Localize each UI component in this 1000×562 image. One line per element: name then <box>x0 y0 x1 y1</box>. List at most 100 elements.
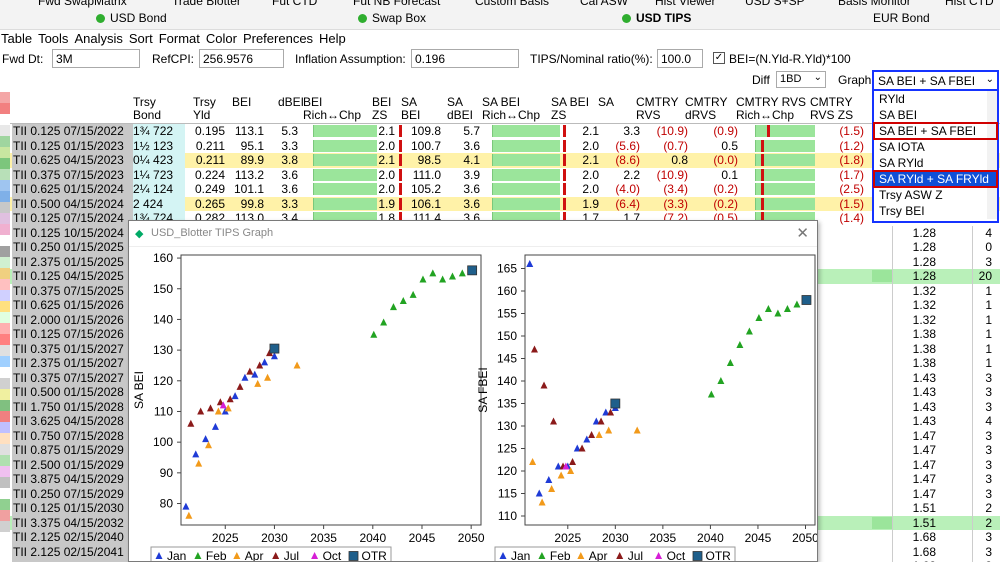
sa-fbei-chart: 2025 2030 2035 2040 2045 2050 110 115 120 125 130 1… <box>476 254 819 562</box>
column-header[interactable]: Trsy Yld <box>193 96 216 122</box>
sa-bei-cell: 100.7 <box>410 138 441 153</box>
r1-cell: 1.47 <box>892 428 936 443</box>
table-row[interactable]: TII 0.625 01/15/2024 2¼ 124 0.249 101.1 3.6 2… <box>10 182 1000 197</box>
graph-option[interactable]: SA IOTA <box>879 140 925 154</box>
r2-cell: 2 <box>972 515 992 530</box>
table-row[interactable]: TII 0.500 04/15/2024 2 424 0.265 99.8 3.3 1.9… <box>10 196 1000 211</box>
tab-2[interactable]: Fut CTD <box>272 0 318 8</box>
tab-7[interactable]: USD S+SP <box>745 0 805 8</box>
column-header[interactable]: CMTRY RVS ZS <box>810 96 853 122</box>
menu-table[interactable]: Table <box>1 31 33 46</box>
column-header[interactable]: BEI Rich↔Chp <box>303 96 361 122</box>
row-color-swatch <box>0 510 10 521</box>
bond-name-cell <box>12 559 140 562</box>
column-header[interactable]: CMTRY dRVS <box>685 96 727 122</box>
table-row[interactable]: TII 0.375 07/15/2023 1¼ 723 0.224 113.2 3.6 2… <box>10 167 1000 182</box>
tab-label: Swap Box <box>372 11 427 25</box>
tab-9[interactable]: Hist CTD <box>945 0 994 8</box>
column-header[interactable]: SA <box>598 96 614 109</box>
data-point-jul <box>540 381 548 389</box>
column-header-line1: BEI <box>232 95 252 109</box>
cm-zs-cell: (1.5) <box>839 124 864 138</box>
graph-option[interactable]: SA BEI + SA FBEI <box>873 122 998 140</box>
column-header-line1: dBEI <box>278 95 305 109</box>
r2-cell: 3 <box>972 385 992 400</box>
dropdown-scrollbar[interactable] <box>987 91 997 219</box>
column-header[interactable]: dBEI <box>278 96 304 109</box>
menu-sort[interactable]: Sort <box>128 31 153 46</box>
data-point-feb <box>458 269 466 277</box>
table-row[interactable]: TII 0.625 04/15/2023 0¼ 423 0.211 89.9 3.8 2.… <box>10 153 1000 168</box>
column-header[interactable]: SA BEI ZS <box>551 96 589 122</box>
bei-rich-cheap-marker <box>399 197 402 210</box>
close-icon[interactable]: ✕ <box>796 225 809 242</box>
tab-row2-2[interactable]: USD TIPS <box>622 11 691 25</box>
bei-rich-cheap-bar <box>313 154 377 166</box>
cm-zs-cell: (1.8) <box>839 153 864 167</box>
bond-name-cell: TII 2.375 01/15/2025 <box>12 254 140 269</box>
graph-option[interactable]: SA RYld + SA FRYld <box>873 170 998 188</box>
rvs-bar <box>872 546 892 558</box>
column-header[interactable]: Trsy Bond <box>133 96 161 122</box>
graph-window-titlebar[interactable]: ◆ USD_Blotter TIPS Graph ✕ <box>129 221 817 247</box>
data-point-apr <box>185 511 193 519</box>
sa-bei-zs-cell: 2.0 <box>582 167 599 182</box>
tab-row2-0[interactable]: USD Bond <box>96 11 167 25</box>
fwd-dt-input[interactable]: 3M <box>52 49 140 68</box>
bond-name-cell: TII 0.250 07/15/2029 <box>12 486 140 501</box>
y-tick-label: 80 <box>160 497 174 511</box>
menu-tools[interactable]: Tools <box>38 31 69 46</box>
menu-color[interactable]: Color <box>205 31 237 46</box>
cm-rvs-cell: (3.3) <box>663 196 688 211</box>
graph-select[interactable]: SA BEI + SA FBEI ⌄ <box>872 70 999 91</box>
column-header[interactable]: BEI ZS <box>372 96 391 122</box>
row-color-swatch <box>0 466 10 477</box>
tab-6[interactable]: Hist Viewer <box>655 0 716 8</box>
graph-option[interactable]: Trsy BEI <box>879 204 925 218</box>
cm-drvs-cell: (0.2) <box>713 196 738 211</box>
column-header[interactable]: CMTRY RVS <box>636 96 678 122</box>
legend-label: Jul <box>628 549 643 561</box>
y-tick-label: 155 <box>497 307 517 321</box>
sa-dbei-cell: 4.1 <box>463 153 480 167</box>
r2-cell: 4 <box>972 225 992 240</box>
bei-checkbox[interactable]: ✓ <box>713 52 725 64</box>
tips-graph-window[interactable]: ◆ USD_Blotter TIPS Graph ✕ 2025 2030 2035 2… <box>128 220 819 562</box>
graph-option[interactable]: SA RYld <box>879 156 924 170</box>
graph-option[interactable]: Trsy ASW Z <box>879 188 943 202</box>
column-header[interactable]: BEI <box>232 96 251 109</box>
r2-cell: 20 <box>972 269 992 284</box>
data-point-apr <box>205 441 213 449</box>
graph-option[interactable]: SA BEI <box>879 108 918 122</box>
column-header[interactable]: SA BEI <box>401 96 420 122</box>
row-color-swatch <box>0 257 10 268</box>
cm-drvs-cell: (0.0) <box>713 153 738 167</box>
tab-label: USD TIPS <box>636 11 692 25</box>
tab-row2-3[interactable]: EUR Bond <box>873 11 930 25</box>
tab-8[interactable]: Basis Monitor <box>838 0 911 8</box>
menu-help[interactable]: Help <box>319 31 346 46</box>
tab-1[interactable]: Trade Blotter <box>172 0 241 8</box>
tab-row2-1[interactable]: Swap Box <box>358 11 426 25</box>
tab-4[interactable]: Custom Basis <box>475 0 550 8</box>
inflation-input[interactable]: 0.196 <box>411 49 519 68</box>
cmtry-rich-cheap-bar <box>755 125 815 137</box>
column-header[interactable]: SA BEI Rich↔Chp <box>482 96 540 122</box>
rvs-bar <box>872 473 892 485</box>
column-header[interactable]: CMTRY RVS Rich↔Chp <box>736 96 806 122</box>
tab-5[interactable]: Cal ASW <box>580 0 629 8</box>
diff-select[interactable]: 1BD ⌄ <box>776 71 826 88</box>
table-row[interactable]: TII 0.125 07/15/2022 1¾ 722 0.195 113.1 5.3 2… <box>10 124 1000 139</box>
tab-3[interactable]: Fut NB Forecast <box>353 0 441 8</box>
cm-drvs-cell: 0.5 <box>721 138 738 153</box>
menu-preferences[interactable]: Preferences <box>242 31 314 46</box>
bei-rich-cheap-marker <box>399 154 402 166</box>
graph-option[interactable]: RYld <box>879 92 905 106</box>
column-header[interactable]: SA dBEI <box>447 96 473 122</box>
menu-format[interactable]: Format <box>158 31 200 46</box>
refcpi-input[interactable]: 256.9576 <box>199 49 284 68</box>
tab-0[interactable]: Fwd SwapMatrix <box>38 0 127 8</box>
menu-analysis[interactable]: Analysis <box>74 31 123 46</box>
ratio-input[interactable]: 100.0 <box>657 49 703 68</box>
table-row[interactable]: TII 0.125 01/15/2023 1½ 123 0.211 95.1 3.3 2.… <box>10 138 1000 153</box>
